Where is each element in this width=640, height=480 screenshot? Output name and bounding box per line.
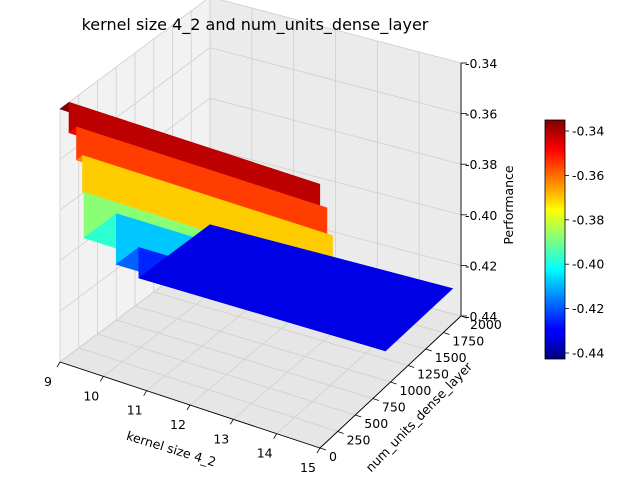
z-axis-label: Performance [501, 165, 516, 245]
tick-mark [56, 361, 61, 368]
colorbar-gradient [544, 119, 566, 360]
grid-line [116, 319, 373, 399]
chart-title: kernel size 4_2 and num_units_dense_laye… [82, 15, 429, 35]
colorbar-tick-label: -0.40 [572, 257, 604, 272]
grid-line [209, 148, 462, 216]
tick-mark [99, 376, 104, 382]
y-tick-label: 0 [329, 449, 337, 464]
x-tick-label: 11 [127, 403, 143, 418]
tick-mark [186, 404, 191, 411]
z-tick-label: -0.36 [465, 107, 497, 122]
x-tick-label: 13 [213, 431, 229, 446]
tick-mark [425, 348, 432, 352]
y-tick-label: 1500 [435, 350, 467, 365]
grid-line [219, 0, 462, 64]
tick-mark [143, 390, 148, 396]
x-tick-label: 9 [44, 374, 52, 389]
tick-mark [443, 332, 450, 335]
grid-line [59, 0, 207, 110]
tick-mark [390, 381, 397, 385]
grid-line [78, 347, 338, 432]
colorbar-tick-label: -0.42 [572, 301, 604, 316]
y-tick-label: 1750 [452, 334, 484, 349]
tick-mark [273, 433, 278, 439]
tick-mark [372, 398, 380, 401]
tick-mark [355, 414, 362, 418]
tick-mark [229, 419, 234, 425]
y-tick-label: 2000 [470, 317, 502, 332]
colorbar-tick-label: -0.38 [572, 212, 604, 227]
x-tick-label: 14 [257, 446, 273, 461]
z-tick-label: -0.44 [465, 309, 497, 324]
tick-mark [407, 365, 415, 368]
surface-plot [59, 101, 454, 352]
surface-band [138, 224, 454, 352]
x-tick-label: 10 [83, 388, 99, 403]
x-axis-label: kernel size 4_2 [125, 428, 218, 469]
axis-lines [56, 62, 468, 454]
colorbar-tick-label: -0.36 [572, 168, 604, 183]
tick-mark [316, 447, 321, 454]
z-tick-label: -0.42 [465, 258, 497, 273]
z-tick-label: -0.34 [465, 56, 497, 71]
grid-line [97, 333, 356, 416]
grid-line [209, 97, 462, 165]
colorbar: -0.44 -0.42 -0.40 -0.38 -0.36 -0.34 [544, 119, 604, 361]
tick-mark [319, 447, 327, 451]
z-tick-label: -0.40 [465, 208, 497, 223]
grid-line [209, 47, 462, 114]
x-tick-label: 12 [170, 417, 186, 432]
colorbar-tick-label: -0.44 [572, 346, 604, 361]
y-tick-label: 1000 [400, 383, 432, 398]
grid-line [153, 291, 409, 366]
y-tick-label: 250 [347, 433, 371, 448]
y-tick-label: 500 [364, 416, 388, 431]
z-tick-label: -0.38 [465, 157, 497, 172]
colorbar-tick-label: -0.34 [572, 124, 604, 139]
y-tick-label: 750 [382, 400, 406, 415]
tick-mark [337, 431, 344, 434]
grid-line [134, 305, 391, 383]
x-tick-label: 15 [300, 460, 316, 475]
y-tick-label: 1250 [417, 367, 449, 382]
